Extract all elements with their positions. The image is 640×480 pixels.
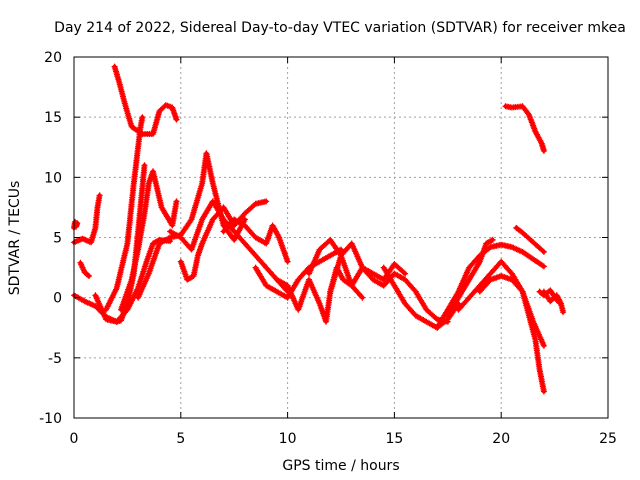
x-tick-label: 10 (279, 431, 297, 447)
y-tick-label: 15 (44, 110, 62, 126)
x-tick-label: 5 (176, 431, 185, 447)
axis-ticks (73, 56, 609, 419)
y-tick-label: 10 (44, 170, 62, 186)
series-markers (111, 63, 180, 137)
series-arc23 (513, 224, 547, 255)
series-markers (103, 114, 146, 313)
series-arc21 (476, 273, 547, 395)
y-tick-label: -5 (48, 351, 62, 367)
series-arc13 (252, 246, 344, 301)
series-line (503, 104, 546, 153)
series-markers (118, 168, 180, 313)
series-arc8 (118, 168, 180, 313)
series-arc25 (540, 288, 564, 307)
series-markers (513, 224, 547, 255)
series-markers (71, 218, 81, 231)
y-tick-label: 5 (53, 231, 62, 247)
x-tick-label: 20 (492, 431, 510, 447)
series-arc2 (71, 192, 103, 246)
plot-area (71, 63, 567, 395)
series-markers (540, 288, 564, 307)
series-markers (220, 216, 291, 265)
series-arc6 (103, 114, 146, 313)
series-markers (92, 236, 174, 325)
series-markers (444, 236, 496, 319)
series-arc5 (92, 236, 174, 325)
x-tick-label: 15 (385, 431, 403, 447)
series-arc7 (111, 63, 180, 137)
series-markers (135, 150, 248, 301)
series-markers (77, 259, 92, 279)
y-tick-label: 0 (53, 291, 62, 307)
series-markers (476, 273, 547, 395)
series-arc1 (71, 218, 81, 231)
chart-title: Day 214 of 2022, Sidereal Day-to-day VTE… (54, 20, 626, 36)
series-arc3 (77, 259, 92, 279)
series-arc15 (306, 236, 366, 301)
y-tick-label: -10 (39, 411, 62, 427)
series-markers (327, 240, 451, 325)
series-arc12 (220, 216, 291, 265)
y-axis-label: SDTVAR / TECUs (7, 181, 23, 296)
y-tick-label: 20 (44, 50, 62, 66)
grid (74, 57, 608, 418)
series-markers (502, 103, 547, 154)
x-tick-label: 0 (70, 431, 79, 447)
series-arc11 (177, 198, 270, 283)
x-axis-label: GPS time / hours (282, 458, 399, 474)
series-arc19 (444, 236, 496, 319)
x-tick-label: 25 (599, 431, 617, 447)
tick-labels: 0 5 10 15 20 25 -10 -5 0 5 10 15 20 (39, 50, 617, 447)
series-arc22 (502, 103, 547, 154)
